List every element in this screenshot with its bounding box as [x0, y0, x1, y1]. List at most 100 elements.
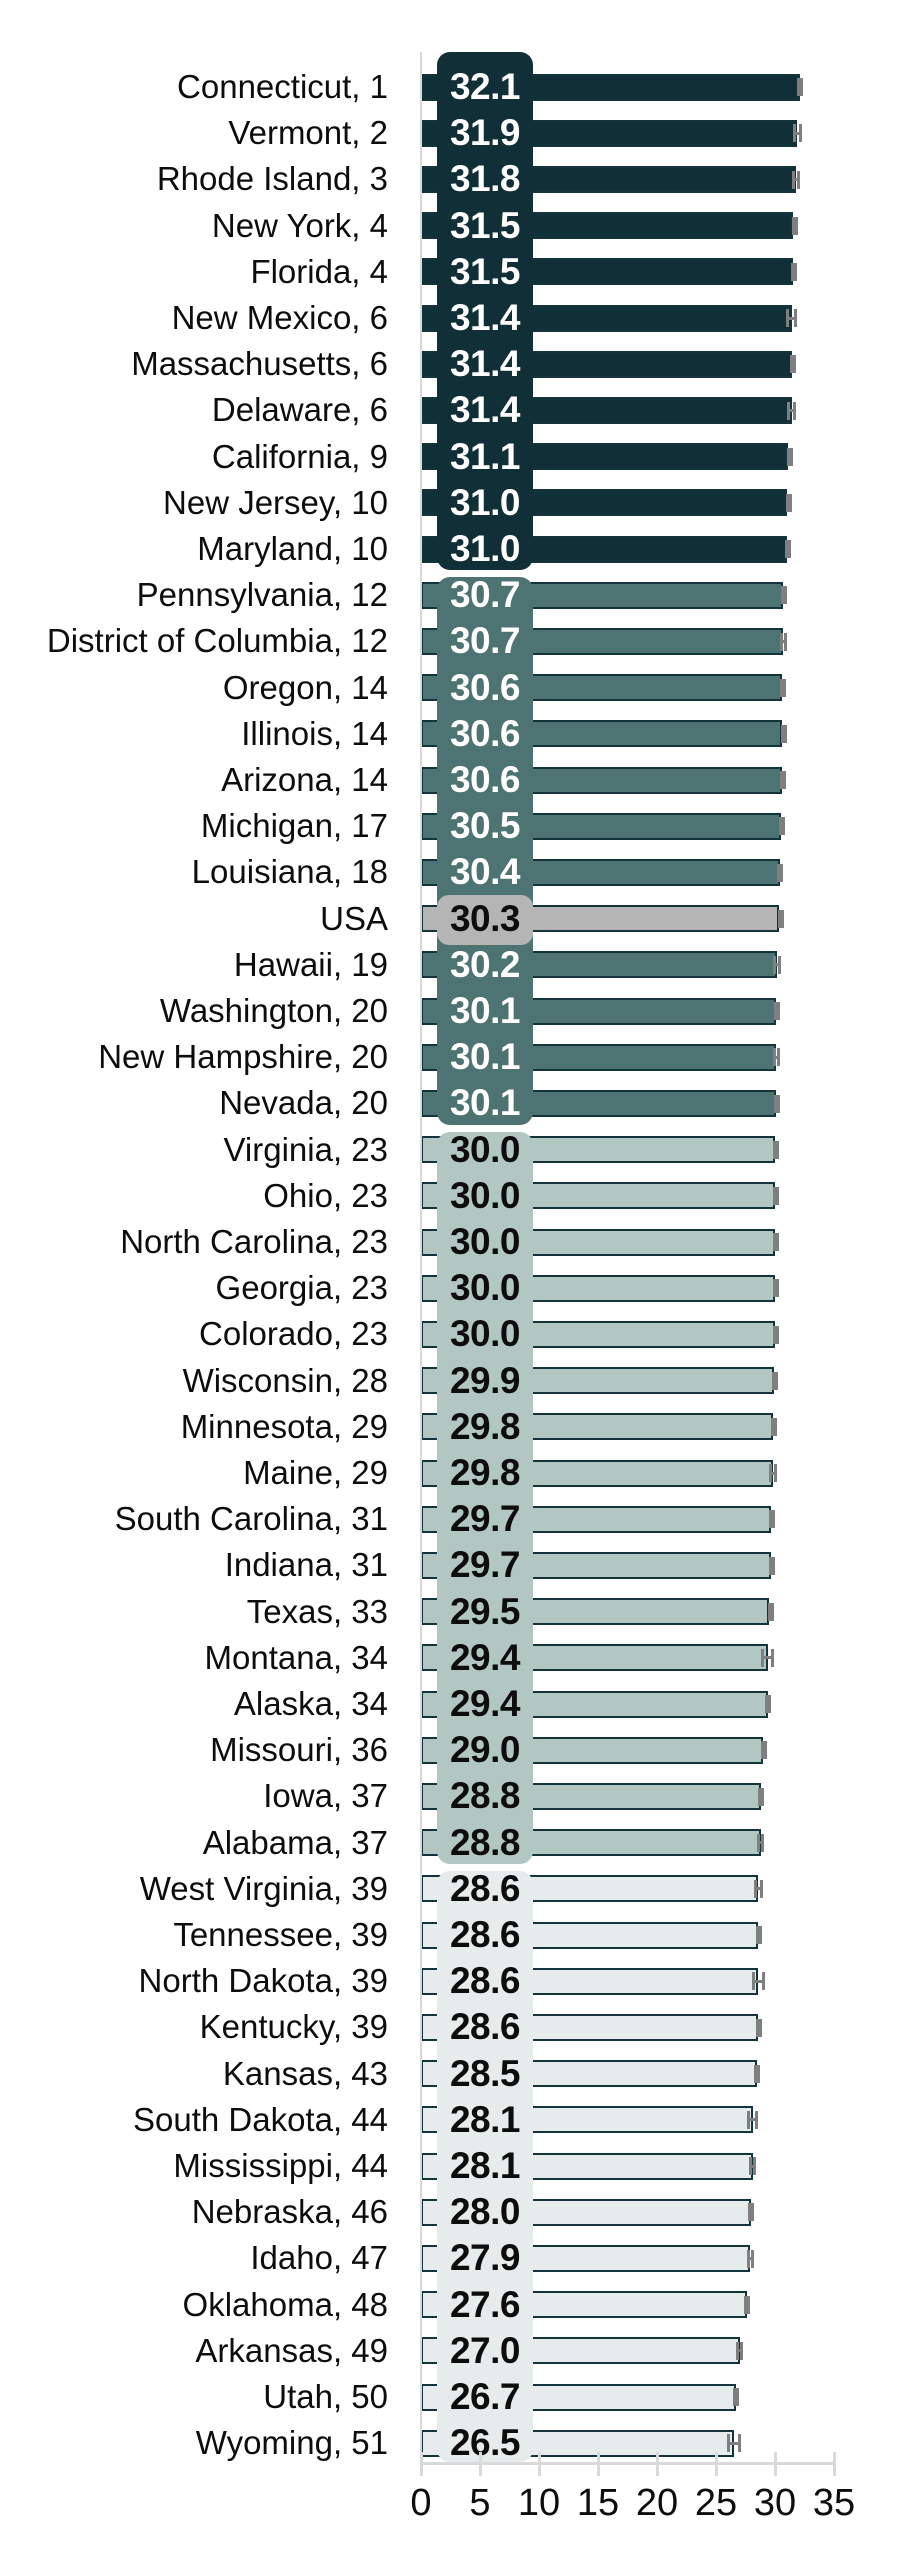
x-axis-tick-label: 5 [469, 2482, 491, 2524]
error-bar [786, 401, 797, 420]
row-label-south-carolina: South Carolina, 31 [114, 1500, 388, 1538]
x-axis-tick [832, 2452, 836, 2476]
bar-value-label: 31.5 [449, 204, 521, 246]
bar-value-label: 30.0 [449, 1128, 521, 1170]
row-label-georgia: Georgia, 23 [215, 1269, 388, 1307]
bar-value-label: 29.0 [449, 1729, 521, 1771]
error-bar [749, 2157, 757, 2176]
row-label-hawaii: Hawaii, 19 [233, 945, 388, 983]
band-usa [437, 894, 533, 945]
row-label-north-dakota: North Dakota, 39 [138, 1962, 388, 2000]
row-label-rhode-island: Rhode Island, 3 [156, 160, 388, 198]
error-bar [785, 493, 792, 512]
error-bar [761, 1741, 768, 1760]
row-label-new-york: New York, 4 [211, 206, 388, 244]
row-label-utah: Utah, 50 [263, 2378, 388, 2415]
bar-value-label: 28.8 [449, 1775, 521, 1817]
bar-value-label: 30.6 [449, 666, 521, 708]
error-bar [786, 309, 797, 328]
error-bar [764, 1695, 771, 1714]
error-bar [756, 1926, 763, 1945]
bar-value-label: 30.1 [449, 1036, 521, 1078]
row-label-new-jersey: New Jersey, 10 [163, 483, 388, 521]
error-bar-line [729, 2441, 738, 2445]
error-bar [769, 1556, 776, 1575]
bar-value-label: 29.8 [449, 1452, 521, 1493]
error-bar [748, 2203, 755, 2222]
error-bar-line [739, 2349, 741, 2353]
error-bar-line [749, 2257, 751, 2260]
error-bar [773, 1233, 780, 1252]
bar-value-label: 28.1 [449, 2098, 521, 2140]
row-label-ohio: Ohio, 23 [263, 1176, 388, 1214]
row-label-vermont: Vermont, 2 [228, 114, 388, 152]
error-bar [779, 678, 786, 697]
bar-value-label: 28.6 [449, 1914, 521, 1955]
row-label-iowa: Iowa, 37 [263, 1777, 388, 1815]
bar-value-label: 30.4 [449, 851, 521, 893]
row-label-montana: Montana, 34 [204, 1638, 388, 1676]
bar-value-label: 28.6 [449, 2006, 521, 2048]
error-bar-line [789, 316, 794, 320]
row-label-virginia: Virginia, 23 [223, 1130, 388, 1168]
error-bar [781, 586, 788, 605]
row-label-arkansas: Arkansas, 49 [195, 2331, 388, 2369]
x-axis-line [421, 2461, 834, 2465]
bar-value-label: 31.1 [449, 435, 521, 477]
x-axis-tick [419, 2452, 423, 2476]
error-bar-line [789, 409, 794, 412]
row-label-south-dakota: South Dakota, 44 [132, 2100, 388, 2138]
row-label-massachusetts: Massachusetts, 6 [131, 345, 388, 383]
error-bar [791, 216, 798, 235]
error-bar [790, 355, 797, 374]
row-label-north-carolina: North Carolina, 23 [120, 1223, 388, 1260]
error-bar [776, 863, 783, 882]
error-bar [797, 78, 804, 97]
error-bar [773, 1140, 780, 1159]
x-axis-tick [773, 2452, 777, 2476]
bar-value-label: 30.7 [449, 574, 521, 616]
row-label-alaska: Alaska, 34 [233, 1685, 388, 1722]
bar-value-label: 26.5 [449, 2422, 521, 2464]
row-label-texas: Texas, 33 [246, 1592, 388, 1630]
bar-value-label: 30.0 [449, 1313, 521, 1355]
error-bar [726, 2434, 741, 2453]
band-rank-12-20 [437, 577, 533, 1125]
error-bar [770, 1417, 777, 1436]
bar-value-label: 31.4 [449, 389, 521, 431]
row-label-minnesota: Minnesota, 29 [180, 1407, 388, 1445]
bar-value-label: 30.0 [449, 1221, 521, 1262]
x-axis-tick-label: 20 [635, 2482, 679, 2524]
bar-value-label: 31.0 [449, 528, 521, 569]
x-axis-tick [596, 2452, 600, 2476]
band-rank-23-37 [437, 1131, 533, 1864]
row-label-wyoming: Wyoming, 51 [195, 2424, 388, 2462]
row-label-new-hampshire: New Hampshire, 20 [98, 1038, 388, 1076]
error-bar [773, 1279, 780, 1298]
error-bar [773, 955, 782, 974]
bar-value-label: 29.4 [449, 1683, 521, 1724]
row-label-west-virginia: West Virginia, 39 [139, 1869, 388, 1907]
row-label-indiana: Indiana, 31 [224, 1546, 388, 1584]
row-label-california: California, 9 [211, 437, 388, 475]
row-label-oklahoma: Oklahoma, 48 [182, 2285, 388, 2323]
error-bar-line [782, 640, 784, 643]
row-label-florida: Florida, 4 [250, 252, 388, 290]
error-bar [733, 2388, 740, 2407]
bar-value-label: 30.1 [449, 1082, 521, 1124]
row-label-pennsylvania: Pennsylvania, 12 [136, 576, 388, 614]
row-label-louisiana: Louisiana, 18 [191, 853, 388, 891]
row-label-delaware: Delaware, 6 [211, 391, 388, 429]
error-bar-line [775, 1055, 777, 1059]
y-axis-line [420, 52, 422, 2462]
x-axis-tick-label: 10 [517, 2482, 561, 2524]
bar-value-label: 30.1 [449, 990, 521, 1031]
bar-value-label: 30.0 [449, 1267, 521, 1309]
bar-value-label: 27.9 [449, 2237, 521, 2279]
error-bar [767, 1602, 774, 1621]
row-label-wisconsin: Wisconsin, 28 [182, 1361, 388, 1399]
